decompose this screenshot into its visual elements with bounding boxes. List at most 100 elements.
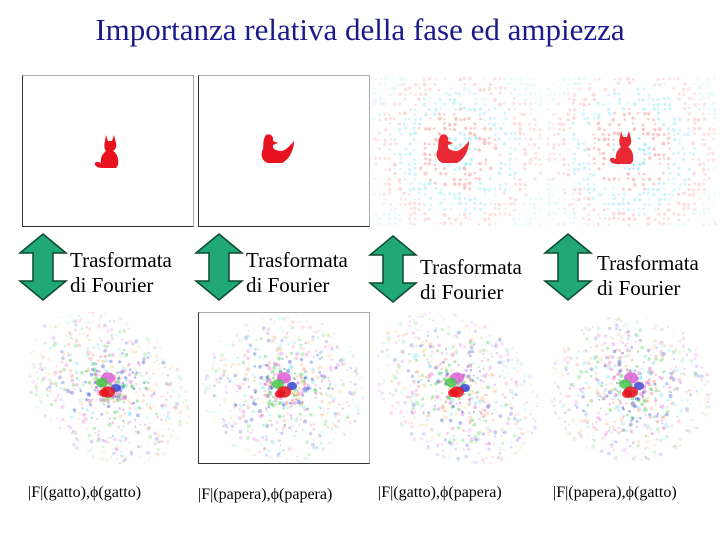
spectrum-dot [86,442,89,445]
spectrum-dot [621,428,626,432]
spectrum-dot [407,314,412,319]
texture-dot [652,107,657,111]
texture-dot [672,188,677,192]
spectrum-dot [144,386,148,390]
texture-dot [617,123,621,127]
spectrum-dot [318,434,322,438]
texture-dot [462,166,467,171]
texture-dot [558,153,562,157]
spectrum-dot [114,393,118,397]
spectrum-dot [63,345,66,348]
spectrum-dot [149,406,153,411]
texture-dot [616,207,620,211]
spectrum-dot [147,354,152,359]
texture-dot [546,183,550,187]
texture-dot [696,188,701,192]
texture-dot [513,77,517,81]
spectrum-dot [112,400,116,404]
spectrum-dot [264,435,268,439]
spectrum-dot [671,424,674,427]
spectrum-dot [472,362,475,365]
spectrum-dot [164,419,167,422]
spectrum-dot [117,360,122,364]
spectrum-dot [687,389,690,392]
spectrum-dot [654,403,657,406]
spectrum-dot [706,373,709,377]
spectrum-dot [493,430,498,435]
spectrum-dot [256,397,259,400]
spectrum-dot [493,389,498,394]
texture-dot [598,152,602,156]
texture-dot [672,117,677,121]
texture-dot [388,148,391,151]
spectrum-dot [444,347,447,350]
spectrum-dot [52,343,57,348]
texture-dot [378,138,381,141]
spectrum-dot [587,385,592,390]
spectrum-dot [352,391,357,395]
spectrum-dot [658,375,662,379]
spectrum-dot [657,430,661,434]
spectrum-dot [603,389,607,393]
spectrum-dot [437,377,440,381]
spectrum-dot [667,390,671,394]
texture-dot [387,191,392,196]
spectrum-dot [630,415,634,420]
spectrum-dot [613,420,616,423]
spectrum-dot [267,332,270,336]
spectrum-dot [567,407,571,412]
spectrum-dot [327,379,331,383]
spectrum-dot [435,349,439,352]
spectrum-dot [338,403,341,406]
spectrum-dot [645,399,649,403]
spectrum-dot [660,376,664,381]
spectrum-dot [468,339,473,343]
texture-dot [573,152,577,156]
texture-dot [577,87,582,91]
texture-dot [389,93,392,96]
spectrum-dot [129,452,134,456]
spectrum-dot [639,394,642,397]
texture-dot [413,178,417,181]
texture-dot [677,218,681,222]
spectrum-dot [169,433,173,437]
texture-dot [676,201,681,206]
spectrum-dot [178,410,182,415]
spectrum-dot [280,316,284,321]
spectrum-dot [411,406,416,411]
spectrum-dot [73,408,77,412]
spectrum-dot [114,399,118,403]
spectrum-dot [49,379,53,383]
spectrum-dot [235,333,239,337]
spectrum-dot [503,395,507,399]
texture-dot [607,202,611,206]
spectrum-dot [406,421,409,424]
spectrum-dot [400,419,403,423]
spectrum-dot [347,375,350,379]
spectrum-dot [468,419,472,423]
spectrum-dot [244,400,247,403]
texture-dot [571,202,575,206]
texture-dot [596,222,600,226]
spectrum-dot [101,364,105,369]
spectrum-dot [246,356,250,360]
spectrum-dot [326,333,331,338]
texture-dot [434,167,438,171]
spectrum-dot [282,449,285,452]
texture-dot [442,126,447,131]
spectrum-dot [615,348,618,351]
spectrum-dot [527,375,532,379]
texture-dot [651,98,655,102]
texture-dot [663,83,667,86]
spectrum-dot [567,423,570,426]
spectrum-dot [511,392,515,396]
spectrum-dot [468,421,472,425]
spectrum-dot [136,430,141,435]
spectrum-dot [449,441,454,446]
spectrum-dot [306,319,309,323]
spectrum-dot [329,368,333,372]
spectrum-dot [276,453,280,458]
spectrum-dot [582,418,587,423]
texture-dot [632,208,635,211]
spectrum-dot [626,347,629,350]
